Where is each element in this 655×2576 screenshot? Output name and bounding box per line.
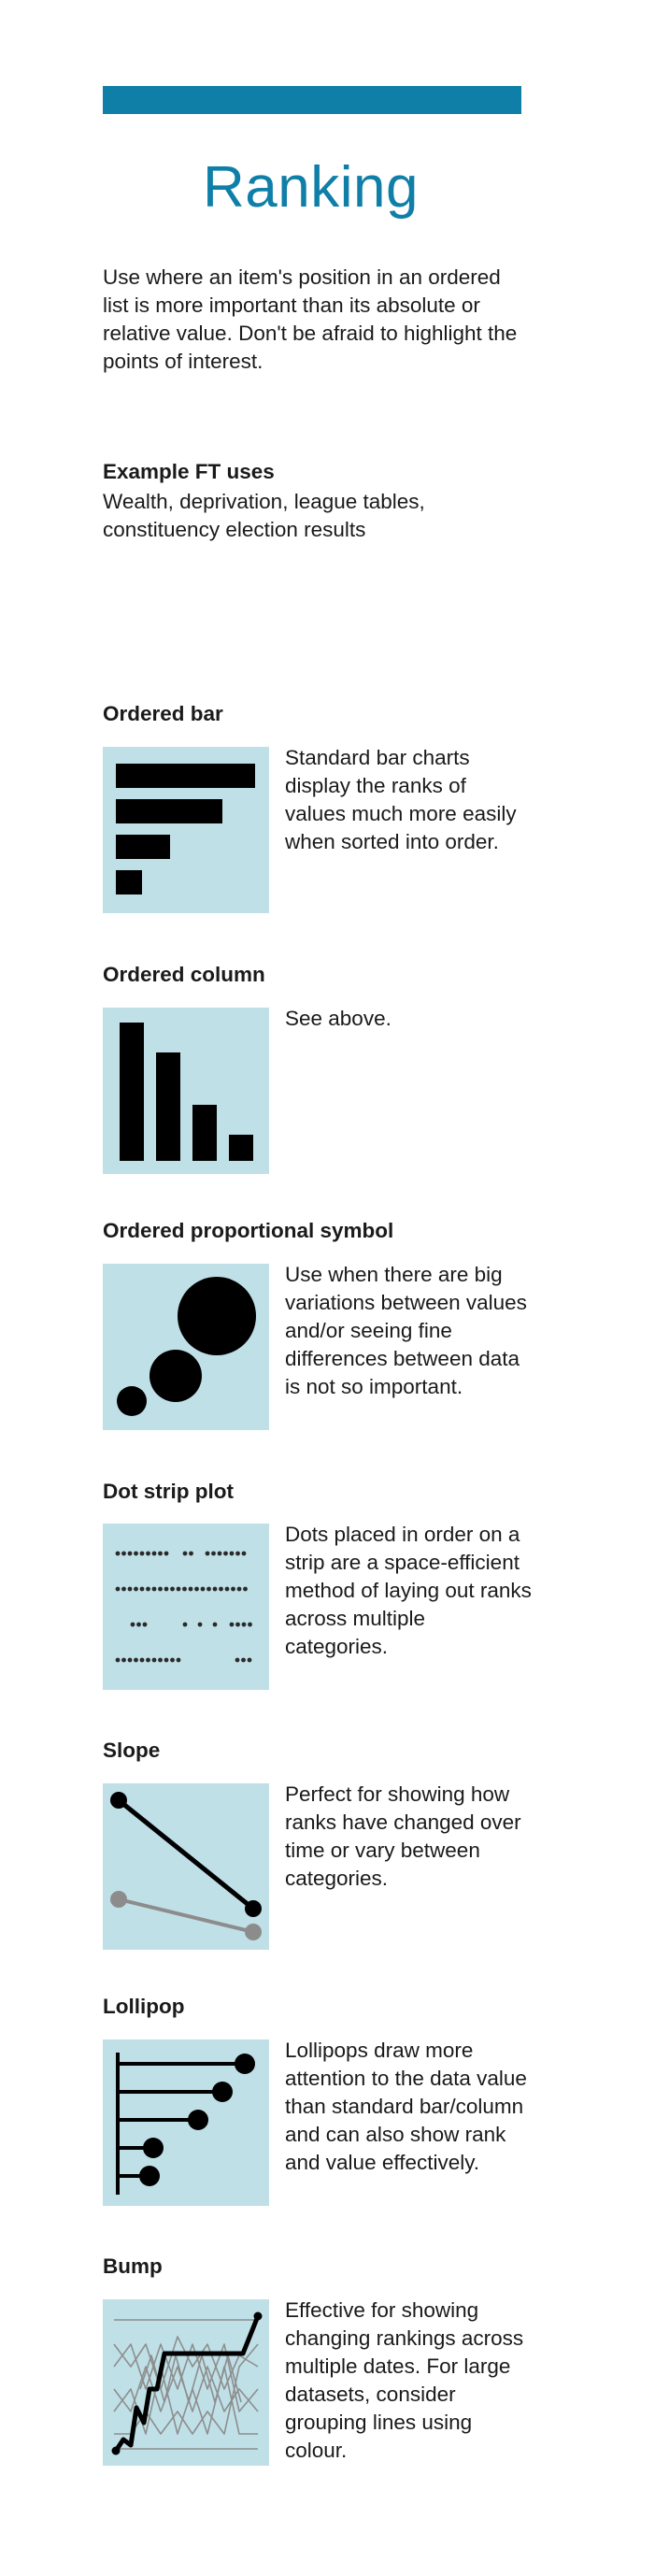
ordered-bar-chart-icon: [103, 747, 269, 913]
description-ordered-bar: Standard bar charts display the ranks of…: [285, 746, 517, 853]
slope-chart-icon: [103, 1783, 269, 1950]
lollipop-chart-icon: [103, 2039, 269, 2206]
page-title: Ranking: [203, 155, 419, 220]
top-accent-bar: [103, 86, 521, 114]
section-title-dot-strip-plot: Dot strip plot: [103, 1480, 234, 1503]
proportional-symbol-icon: [103, 1264, 269, 1430]
section-title-ordered-proportional-symbol: Ordered proportional symbol: [103, 1219, 394, 1242]
description-slope: Perfect for showing how ranks have chang…: [285, 1782, 521, 1890]
section-title-bump: Bump: [103, 2254, 163, 2278]
section-title-lollipop: Lollipop: [103, 1995, 185, 2018]
description-dot-strip-plot: Dots placed in order on a strip are a sp…: [285, 1523, 532, 1658]
description-ordered-proportional-symbol: Use when there are big variations betwee…: [285, 1263, 527, 1398]
example-uses-text: Wealth, deprivation, league tables, cons…: [103, 490, 425, 541]
description-ordered-column: See above.: [285, 1007, 392, 1030]
section-title-slope: Slope: [103, 1739, 161, 1762]
section-title-ordered-column: Ordered column: [103, 963, 265, 986]
bump-chart-icon: [103, 2299, 269, 2466]
intro-text: Use where an item's position in an order…: [103, 265, 518, 373]
description-bump: Effective for showing changing rankings …: [285, 2298, 524, 2462]
description-lollipop: Lollipops draw more attention to the dat…: [285, 2039, 527, 2174]
example-uses-heading: Example FT uses: [103, 460, 275, 483]
dot-strip-plot-icon: [103, 1524, 269, 1690]
ordered-column-chart-icon: [103, 1008, 269, 1174]
section-title-ordered-bar: Ordered bar: [103, 702, 223, 725]
